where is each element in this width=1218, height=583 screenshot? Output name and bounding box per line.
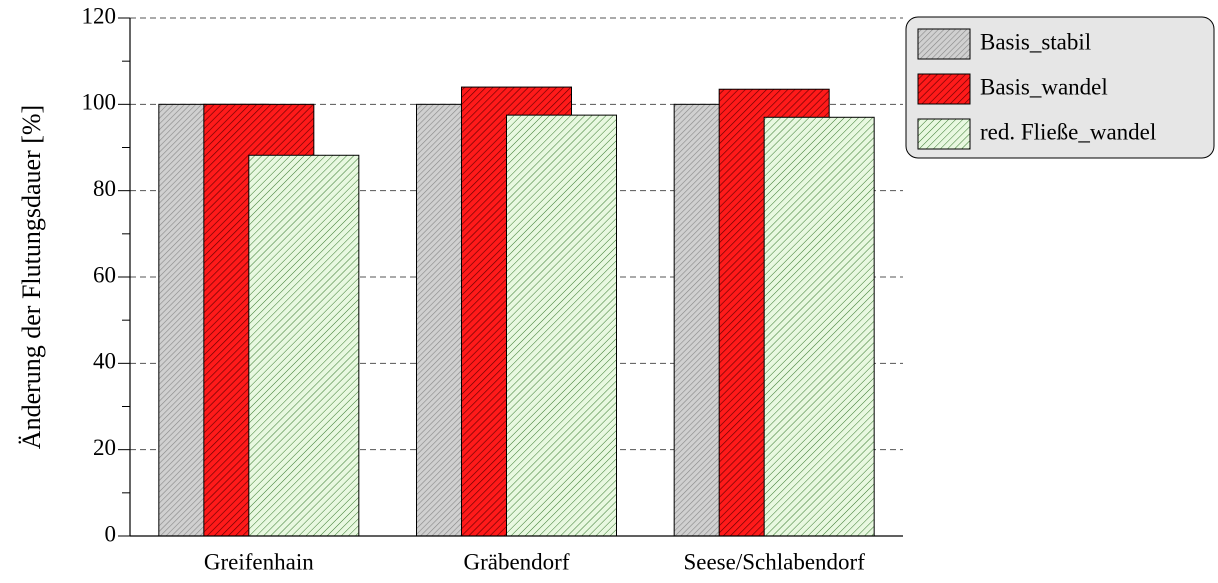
legend-swatch	[917, 28, 971, 60]
y-tick-label: 100	[82, 90, 117, 115]
y-tick-label: 60	[93, 262, 116, 287]
legend-label: Basis_stabil	[980, 29, 1091, 54]
legend-label: Basis_wandel	[980, 74, 1108, 99]
y-tick-label: 120	[82, 3, 117, 28]
y-tick-label: 20	[93, 435, 116, 460]
bar	[763, 116, 875, 537]
y-tick-label: 80	[93, 176, 116, 201]
bar	[248, 154, 360, 537]
y-tick-label: 0	[105, 521, 117, 546]
y-tick-label: 40	[93, 349, 116, 374]
x-tick-label: Greifenhain	[204, 549, 314, 574]
bar	[506, 114, 617, 537]
legend-box	[905, 16, 1215, 159]
legend-label: red. Fließe_wandel	[980, 119, 1156, 144]
x-tick-label: Seese/Schlabendorf	[683, 549, 865, 574]
legend-swatch	[917, 118, 971, 150]
legend-swatch	[917, 73, 971, 105]
x-tick-label: Gräbendorf	[463, 549, 569, 574]
y-axis-label: Änderung der Flutungsdauer [%]	[17, 105, 46, 449]
